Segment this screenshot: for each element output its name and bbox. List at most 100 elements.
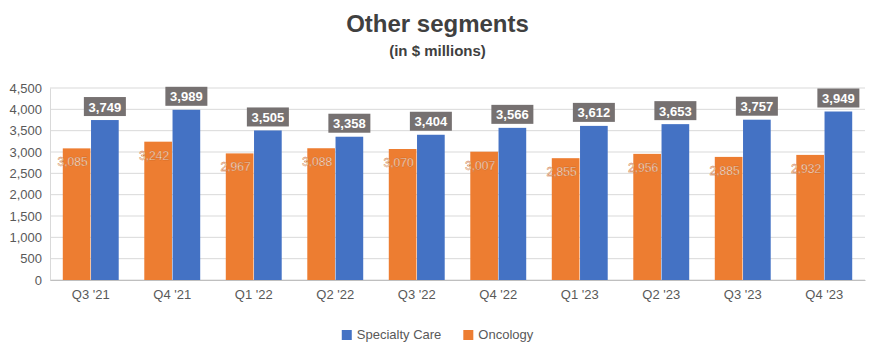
legend-swatch — [463, 330, 473, 340]
data-label: 3,070 — [384, 156, 414, 170]
data-label-box — [165, 87, 207, 106]
x-tick: Q4 '23 — [805, 287, 843, 302]
x-tick: Q3 '22 — [398, 287, 436, 302]
data-label-box — [247, 107, 289, 126]
data-label: 3,404 — [415, 114, 448, 129]
x-tick-label: Q1 '22 — [235, 287, 273, 302]
y-axis: 0 500 1,000 1,500 2,000 2,500 3,000 3,500 4,000 4… — [9, 81, 50, 288]
grid-line — [50, 152, 865, 153]
data-label-box — [84, 97, 126, 116]
data-label: 3,358 — [333, 116, 366, 131]
y-tick: 0 — [35, 273, 50, 288]
x-tick-label: Q3 '22 — [398, 287, 436, 302]
y-axis-line — [50, 89, 51, 281]
x-tick-label: Q4 '23 — [805, 287, 843, 302]
legend-label: Oncology — [478, 327, 533, 342]
data-label: 3,242 — [139, 149, 169, 163]
grid-line — [50, 130, 865, 131]
data-label: 3,749 — [89, 100, 122, 115]
x-axis: Q3 '21 Q4 '21 Q1 '22 Q2 '22 Q3 '22 Q4 '22 Q1 '… — [51, 281, 866, 303]
grid-line — [50, 194, 865, 195]
legend-swatch — [342, 330, 352, 340]
x-tick: Q2 '22 — [316, 287, 354, 302]
legend-item: Specialty Care — [342, 327, 442, 342]
data-label-box — [410, 112, 452, 131]
x-tick-label: Q1 '23 — [561, 287, 599, 302]
y-tick: 4,500 — [9, 81, 50, 96]
bar — [173, 110, 201, 280]
y-tick-label: 1,500 — [9, 209, 42, 224]
legend-label: Specialty Care — [357, 327, 442, 342]
x-tick: Q4 '21 — [153, 287, 191, 302]
data-label: 2,885 — [710, 164, 740, 178]
data-label: 3,757 — [741, 99, 774, 114]
grid-line — [50, 173, 865, 174]
data-label: 3,989 — [170, 89, 203, 104]
x-tick-label: Q2 '23 — [642, 287, 680, 302]
x-tick-label: Q3 '21 — [72, 287, 110, 302]
data-label-box — [491, 105, 533, 124]
data-label: 3,949 — [822, 91, 855, 106]
x-tick-label: Q4 '22 — [479, 287, 517, 302]
x-tick-label: Q3 '23 — [724, 287, 762, 302]
y-tick: 2,500 — [9, 166, 50, 181]
grid-line — [50, 237, 865, 238]
y-tick: 4,000 — [9, 102, 50, 117]
data-label-box — [654, 101, 696, 120]
data-label-box — [736, 97, 778, 116]
y-tick-label: 500 — [20, 251, 42, 266]
data-label-box — [817, 89, 859, 108]
bars — [63, 110, 852, 280]
grid-line — [50, 280, 865, 281]
y-tick: 1,500 — [9, 209, 50, 224]
grid-line — [50, 258, 865, 259]
x-tick: Q1 '22 — [235, 287, 273, 302]
y-tick: 3,000 — [9, 145, 50, 160]
bar — [580, 126, 608, 280]
x-tick: Q4 '22 — [479, 287, 517, 302]
bar — [662, 124, 690, 280]
data-label: 3,566 — [496, 107, 529, 122]
x-tick: Q3 '21 — [72, 287, 110, 302]
data-label: 3,505 — [252, 110, 285, 125]
bar — [825, 112, 853, 280]
y-tick-label: 4,000 — [9, 102, 42, 117]
x-tick: Q1 '23 — [561, 287, 599, 302]
x-tick: Q2 '23 — [642, 287, 680, 302]
y-tick-label: 3,500 — [9, 123, 42, 138]
plot: 0 500 1,000 1,500 2,000 2,500 3,000 3,500 4,000 4… — [9, 81, 865, 303]
data-label: 2,967 — [221, 160, 251, 174]
bar — [417, 135, 445, 280]
legend: Specialty Care Oncology — [342, 327, 534, 342]
data-label: 2,956 — [628, 161, 658, 175]
data-label-box — [573, 103, 615, 122]
data-label: 2,932 — [791, 162, 821, 176]
y-tick: 3,500 — [9, 123, 50, 138]
x-tick-label: Q4 '21 — [153, 287, 191, 302]
chart: Other segments (in $ millions) 0 500 1,000 1,… — [0, 0, 875, 353]
data-label: 3,007 — [465, 159, 495, 173]
bar — [91, 120, 119, 280]
data-label: 2,855 — [547, 165, 577, 179]
x-tick: Q3 '23 — [724, 287, 762, 302]
data-label: 3,653 — [659, 104, 692, 119]
x-tick-label: Q2 '22 — [316, 287, 354, 302]
grid-line — [50, 216, 865, 217]
y-tick: 2,000 — [9, 187, 50, 202]
bar — [336, 137, 364, 280]
y-tick-label: 2,000 — [9, 187, 42, 202]
y-tick-label: 4,500 — [9, 81, 42, 96]
bar — [254, 130, 282, 280]
y-tick-label: 1,000 — [9, 230, 42, 245]
data-label: 3,085 — [58, 155, 88, 169]
bar — [743, 120, 771, 280]
grid — [50, 88, 865, 280]
legend-item: Oncology — [463, 327, 533, 342]
y-tick-label: 3,000 — [9, 145, 42, 160]
title: Other segments — [346, 10, 529, 37]
bar — [499, 128, 527, 280]
x-axis-line — [51, 280, 866, 281]
data-labels: 3,749 3,989 3,505 3,358 3,404 3,566 3,612 3,653… — [58, 87, 860, 179]
subtitle: (in $ millions) — [389, 42, 486, 59]
data-label: 3,612 — [578, 105, 611, 120]
